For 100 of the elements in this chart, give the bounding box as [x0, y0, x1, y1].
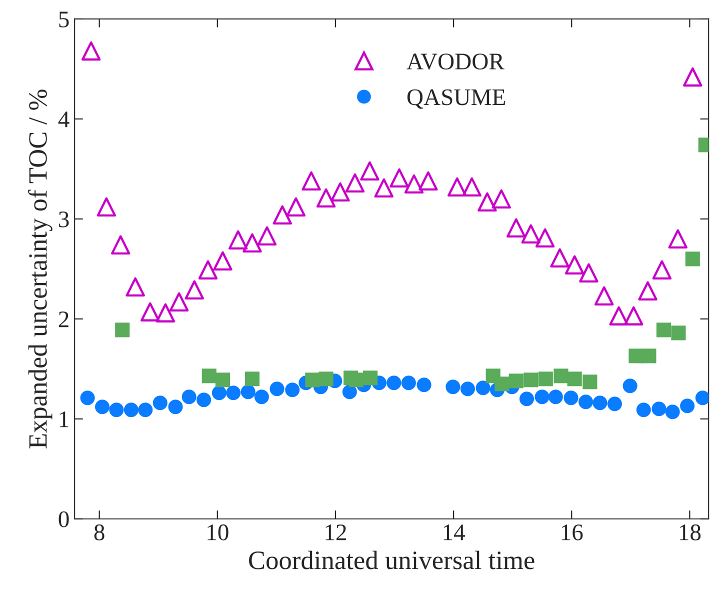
point: [404, 174, 424, 194]
point: [506, 218, 526, 238]
point: [330, 182, 350, 202]
y-tick-label: 2: [58, 311, 68, 328]
point: [478, 192, 497, 212]
x-tick-label: 14: [444, 524, 465, 540]
point: [494, 376, 510, 392]
point: [345, 173, 365, 193]
point: [578, 394, 594, 410]
point: [636, 402, 651, 418]
point: [665, 404, 680, 420]
point: [550, 248, 570, 268]
point: [244, 372, 260, 386]
point: [492, 189, 511, 209]
point: [567, 372, 582, 386]
point: [169, 292, 189, 312]
x-tick-label: 10: [208, 524, 228, 540]
point: [538, 372, 553, 386]
point: [152, 396, 168, 410]
point: [535, 228, 555, 248]
point: [95, 400, 110, 414]
point: [115, 322, 130, 338]
point: [184, 280, 204, 300]
point: [460, 382, 476, 396]
y-tick-label: 0: [58, 511, 69, 528]
point: [226, 386, 241, 400]
point: [348, 372, 364, 388]
point: [401, 376, 416, 390]
point: [124, 402, 139, 418]
point: [476, 380, 490, 396]
point: [360, 161, 380, 181]
point: [508, 374, 524, 388]
point: [272, 205, 292, 225]
point: [81, 41, 101, 61]
point: [564, 255, 584, 275]
point: [416, 378, 432, 392]
point: [96, 197, 116, 217]
y-tick-label: 3: [59, 211, 69, 228]
point: [609, 306, 628, 326]
point: [685, 252, 700, 266]
point: [386, 376, 402, 390]
point: [305, 372, 320, 388]
point: [196, 392, 212, 408]
point: [110, 235, 130, 255]
point: [622, 378, 638, 394]
point: [519, 392, 534, 406]
point: [182, 390, 196, 404]
x-tick-label: 8: [94, 524, 104, 540]
point: [554, 368, 568, 384]
y-axis-title: Expanded uncertainty of TOC / %: [28, 90, 52, 448]
x-tick-label: 18: [680, 524, 701, 540]
point: [594, 286, 614, 306]
point: [695, 390, 709, 406]
point: [592, 396, 608, 410]
point: [524, 372, 538, 388]
point: [680, 398, 695, 414]
point: [668, 229, 688, 249]
point: [254, 390, 269, 404]
point: [607, 396, 622, 412]
point: [270, 382, 284, 396]
point: [624, 306, 644, 326]
x-tick-label: 16: [562, 524, 583, 540]
point: [638, 281, 658, 301]
point: [228, 230, 248, 250]
point: [534, 390, 550, 404]
point: [156, 303, 176, 323]
point: [316, 188, 336, 208]
point: [656, 322, 671, 338]
point: [390, 168, 409, 188]
y-tick-label: 4: [58, 112, 70, 128]
point: [140, 302, 160, 322]
point: [213, 251, 232, 271]
point: [168, 400, 183, 414]
point: [138, 402, 153, 418]
point: [683, 67, 702, 87]
point: [242, 233, 262, 253]
point: [212, 386, 226, 400]
x-tick-label: 12: [326, 524, 346, 540]
point: [564, 390, 578, 406]
legend-label: AVODOR: [406, 54, 504, 70]
point: [582, 374, 598, 390]
point: [286, 197, 306, 217]
point: [652, 402, 666, 416]
point: [109, 402, 124, 418]
point: [579, 263, 598, 283]
legend-label: QASUME: [407, 89, 505, 109]
point: [198, 260, 218, 280]
point: [215, 372, 230, 388]
point: [302, 171, 321, 191]
point: [202, 368, 216, 384]
point: [374, 178, 394, 198]
y-tick-label: 5: [59, 12, 69, 28]
point: [342, 384, 357, 400]
point: [652, 260, 672, 280]
point: [126, 277, 145, 297]
point: [548, 390, 563, 404]
point: [318, 372, 334, 386]
point: [285, 382, 300, 398]
point: [447, 177, 467, 197]
point: [240, 384, 256, 400]
